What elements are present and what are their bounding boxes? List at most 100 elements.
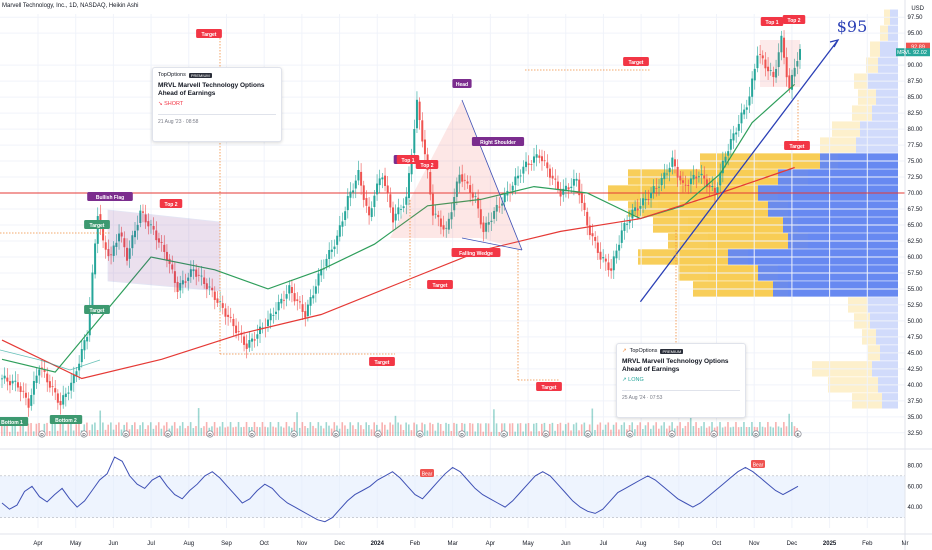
card-brand-name: TopOptions — [629, 348, 658, 354]
candle-body — [104, 242, 107, 250]
candle-body — [376, 183, 379, 195]
volume-bar — [700, 426, 703, 436]
volume-bar — [288, 426, 290, 436]
candle-body — [336, 235, 339, 245]
volume-bar — [594, 429, 596, 436]
candle-body — [716, 187, 719, 194]
volume-bar — [650, 428, 652, 436]
y-tick-label: 65.00 — [907, 223, 923, 229]
card-title[interactable]: MRVL Marvell Technology Options Ahead of… — [622, 358, 729, 373]
candle-body — [567, 187, 570, 190]
candle-body — [102, 228, 105, 241]
volume-bar — [62, 422, 64, 436]
event-marker — [542, 430, 550, 438]
candle-body — [681, 180, 684, 183]
symbol-header: Marvell Technology, Inc., 1D, NASDAQ, He… — [2, 3, 139, 9]
volume-bar — [485, 423, 487, 436]
volume-bar — [221, 422, 224, 436]
candle-body — [689, 178, 692, 185]
candle-body — [94, 243, 97, 275]
pattern-label-bg — [415, 160, 439, 169]
x-tick-label: May — [70, 541, 81, 547]
volume-bar — [264, 426, 266, 436]
candle-body — [687, 184, 690, 186]
candle-body — [447, 218, 450, 230]
candle-body — [14, 380, 17, 382]
y-tick-label: 57.50 — [907, 271, 923, 277]
candle-body — [203, 277, 206, 285]
candle-body — [743, 109, 746, 115]
candle-body — [783, 37, 786, 58]
volume-bar — [147, 425, 149, 436]
volume-bar — [567, 422, 570, 436]
rsi-band — [0, 475, 905, 518]
volume-bar — [160, 428, 163, 436]
x-tick-label: Oct — [260, 541, 270, 547]
candle-body — [796, 61, 799, 67]
volume-bar — [354, 429, 357, 436]
candle-body — [134, 230, 136, 238]
candle-body — [753, 68, 756, 81]
candle-body — [745, 107, 748, 110]
volume-bar — [72, 430, 75, 436]
candle-body — [48, 381, 51, 388]
idea-card-short[interactable]: TopOptions PREMIUM MRVL Marvell Technolo… — [152, 67, 282, 142]
card-title[interactable]: MRVL Marvell Technology Options Ahead of… — [158, 82, 265, 97]
volume-bar — [642, 429, 644, 436]
candle-body — [235, 325, 238, 334]
event-marker-label: D — [670, 432, 674, 437]
candle-body — [477, 197, 480, 209]
volume-bar — [128, 429, 131, 436]
candle-body — [72, 374, 75, 384]
volume-bar — [540, 423, 543, 436]
candle-body — [767, 66, 770, 72]
candle-body — [80, 349, 83, 363]
candle-body — [442, 225, 445, 230]
candle-body — [764, 59, 767, 69]
event-marker-label: D — [628, 432, 632, 437]
x-tick-label: 2025 — [823, 541, 837, 547]
volume-bar — [165, 422, 168, 436]
event-marker-label: D — [502, 432, 506, 437]
candle-body — [362, 185, 365, 200]
pattern-label: Falling Wedge — [459, 251, 493, 257]
pattern-label: Top 2 — [165, 202, 178, 208]
volume-bar — [104, 429, 107, 436]
candle-body — [620, 230, 623, 243]
volume-bar — [453, 422, 455, 436]
volume-bar — [652, 425, 655, 436]
volume-bar — [602, 429, 604, 436]
y-tick-label: 42.50 — [907, 367, 923, 373]
volume-bar — [75, 424, 78, 436]
candle-body — [3, 375, 6, 379]
volume-bar — [583, 422, 586, 436]
candle-body — [666, 173, 668, 175]
idea-card-long[interactable]: ↗ TopOptions PREMIUM MRVL Marvell Techno… — [616, 343, 746, 418]
volume-bar — [410, 430, 413, 436]
volume-bar — [493, 409, 495, 436]
candle-body — [32, 381, 35, 395]
candle-body — [729, 139, 732, 150]
candle-body — [628, 220, 631, 223]
volume-bar — [274, 427, 277, 436]
candle-body — [88, 306, 91, 336]
volume-bar — [607, 422, 610, 436]
candle-body — [407, 173, 410, 199]
pattern-label: Bottom 1 — [1, 420, 23, 426]
pattern-label: Target — [629, 60, 644, 66]
volume-bar — [134, 422, 136, 436]
volume-bar — [277, 422, 280, 436]
candle-body — [482, 222, 485, 233]
volume-bar — [620, 424, 623, 436]
candle-body — [713, 187, 716, 194]
candle-body — [737, 123, 740, 131]
event-marker — [206, 430, 214, 438]
event-marker-label: D — [418, 432, 422, 437]
volume-bar — [381, 422, 383, 436]
candle-body — [540, 156, 543, 162]
volume-bar — [149, 422, 152, 436]
candle-body — [245, 343, 248, 349]
pattern-label: Top 2 — [788, 18, 801, 24]
volume-bar — [769, 426, 772, 436]
x-tick-label: Feb — [862, 541, 873, 547]
